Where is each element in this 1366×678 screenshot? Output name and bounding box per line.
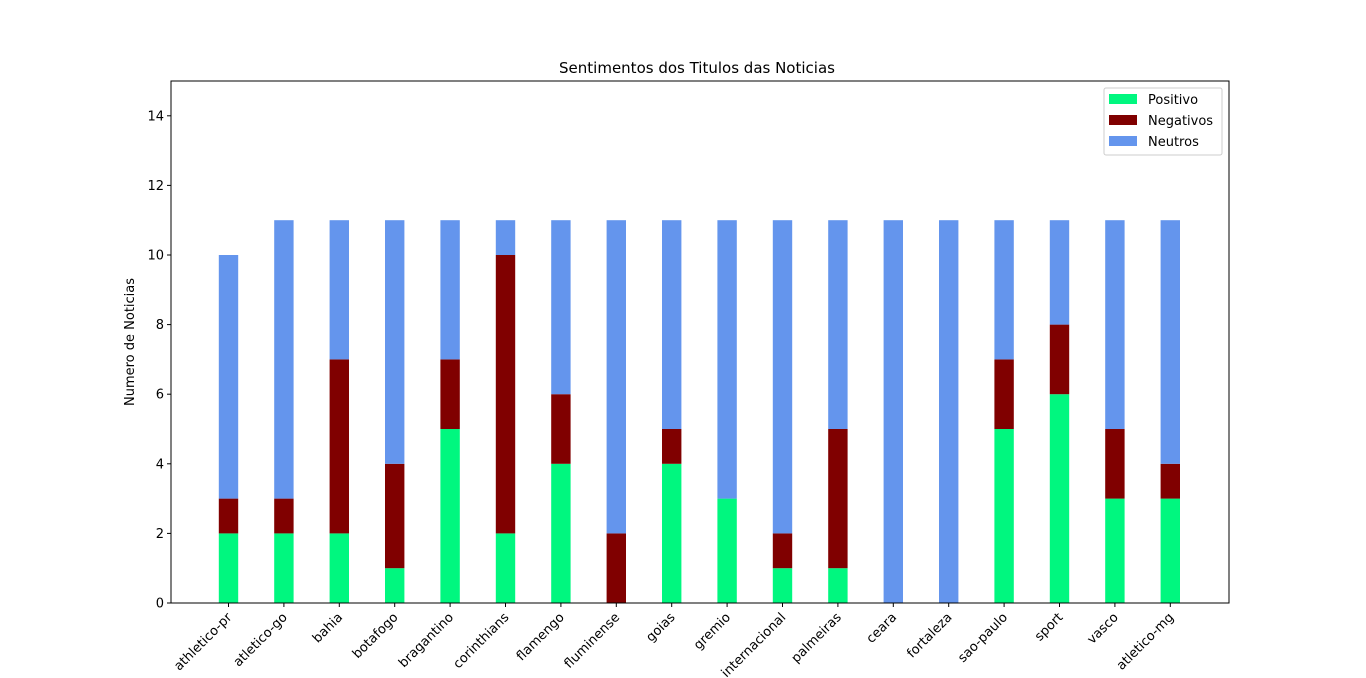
plot-frame xyxy=(170,80,1230,604)
x-tick-label: sao-paulo xyxy=(955,610,1011,666)
bar-positivo-flamengo xyxy=(551,463,571,603)
bar-neutros-botafogo xyxy=(385,220,405,464)
bar-positivo-goias xyxy=(662,463,682,603)
bar-neutros-goias xyxy=(662,220,682,429)
bar-neutros-ceara xyxy=(883,220,903,603)
bar-negativos-bahia xyxy=(329,359,349,534)
x-tick-label: atletico-mg xyxy=(1114,610,1177,673)
bar-neutros-internacional xyxy=(772,220,793,534)
bar-neutros-flamengo xyxy=(551,220,571,395)
bar-negativos-atletico-mg xyxy=(1160,463,1180,499)
bar-positivo-athletico-pr xyxy=(218,533,239,603)
bar-neutros-sao-paulo xyxy=(994,220,1014,360)
y-tick-label: 4 xyxy=(156,457,164,472)
y-tick-label: 14 xyxy=(147,109,164,124)
y-axis-label: Numero de Noticias xyxy=(123,278,138,406)
x-tick-label: fluminense xyxy=(562,610,623,671)
legend-label-negativos: Negativos xyxy=(1148,114,1213,129)
bar-positivo-palmeiras xyxy=(828,568,848,603)
bar-positivo-internacional xyxy=(772,568,793,603)
y-tick-label: 2 xyxy=(156,527,164,542)
bar-neutros-atletico-go xyxy=(274,220,294,499)
x-tick-label: goias xyxy=(643,610,678,645)
y-tick-label: 8 xyxy=(156,318,164,333)
bar-negativos-sport xyxy=(1049,324,1070,395)
bar-positivo-sao-paulo xyxy=(994,429,1014,603)
bar-positivo-gremio xyxy=(717,498,737,603)
bar-positivo-vasco xyxy=(1105,498,1125,603)
bar-negativos-palmeiras xyxy=(828,429,848,569)
bars-group xyxy=(218,220,1180,603)
legend-label-positivo: Positivo xyxy=(1148,93,1198,108)
bar-neutros-gremio xyxy=(717,220,737,499)
y-tick-label: 6 xyxy=(156,388,164,403)
legend: Positivo Negativos Neutros xyxy=(1103,87,1223,156)
x-tick-label: bahia xyxy=(310,610,346,646)
x-tick-label: corinthians xyxy=(451,610,513,672)
x-tick-label: gremio xyxy=(691,610,734,653)
x-tick-label: flamengo xyxy=(514,610,568,664)
x-tick-label: botafogo xyxy=(350,610,402,662)
x-tick-label: fortaleza xyxy=(904,610,955,661)
legend-swatch-negativos xyxy=(1109,115,1137,125)
bar-positivo-sport xyxy=(1049,394,1070,603)
bar-negativos-athletico-pr xyxy=(218,498,239,534)
x-tick-label: atletico-go xyxy=(231,610,291,670)
bar-neutros-atletico-mg xyxy=(1160,220,1180,464)
bar-negativos-atletico-go xyxy=(274,498,294,534)
bar-negativos-corinthians xyxy=(495,255,516,534)
y-tick-label: 10 xyxy=(147,249,164,264)
bar-positivo-corinthians xyxy=(495,533,516,603)
y-tick-label: 12 xyxy=(147,179,164,194)
bar-neutros-fortaleza xyxy=(939,220,959,603)
bar-negativos-vasco xyxy=(1105,429,1125,499)
bar-negativos-goias xyxy=(662,429,682,464)
y-tick-label: 0 xyxy=(156,597,164,612)
bar-negativos-fluminense xyxy=(606,533,626,603)
bar-negativos-sao-paulo xyxy=(994,359,1014,429)
chart-title: Sentimentos dos Titulos das Noticias xyxy=(559,59,835,77)
bar-negativos-bragantino xyxy=(440,359,460,429)
x-tick-label: athletico-pr xyxy=(172,610,236,674)
bar-neutros-vasco xyxy=(1105,220,1125,429)
x-tick-label: ceara xyxy=(864,610,900,646)
bar-positivo-atletico-go xyxy=(274,533,294,603)
bar-negativos-botafogo xyxy=(385,463,405,569)
x-tick-label: vasco xyxy=(1085,610,1122,647)
bar-positivo-atletico-mg xyxy=(1160,498,1180,603)
bar-negativos-internacional xyxy=(772,533,793,569)
bar-neutros-bahia xyxy=(329,220,349,360)
legend-label-neutros: Neutros xyxy=(1148,135,1199,150)
legend-swatch-positivo xyxy=(1109,94,1137,104)
x-tick-label: sport xyxy=(1032,610,1066,644)
x-tick-label: palmeiras xyxy=(789,610,845,666)
bar-neutros-corinthians xyxy=(495,220,516,255)
bar-positivo-bahia xyxy=(329,533,349,603)
bar-negativos-flamengo xyxy=(551,394,571,464)
y-ticks-group: 0 2 4 6 8 10 12 14 xyxy=(147,109,171,612)
bar-neutros-athletico-pr xyxy=(218,255,239,499)
bar-positivo-botafogo xyxy=(385,568,405,603)
legend-swatch-neutros xyxy=(1109,136,1137,146)
bar-neutros-palmeiras xyxy=(828,220,848,429)
bar-neutros-bragantino xyxy=(440,220,460,360)
bar-neutros-fluminense xyxy=(606,220,626,534)
bar-positivo-bragantino xyxy=(440,429,460,603)
x-tick-label: bragantino xyxy=(396,610,457,671)
bar-neutros-sport xyxy=(1049,220,1070,325)
